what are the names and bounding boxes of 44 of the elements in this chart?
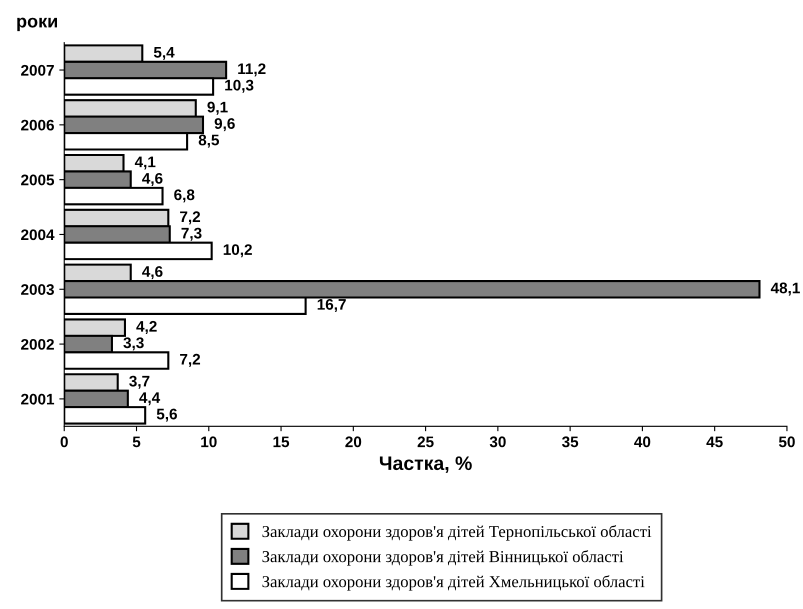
- y-tick-label: 2003: [21, 284, 54, 295]
- data-label: 9,6: [214, 118, 235, 132]
- legend-label: Заклади охорони здоров'я дітей Тернопільської області: [262, 525, 652, 541]
- data-label: 3,7: [129, 376, 150, 389]
- x-tick-label: 30: [490, 436, 506, 448]
- y-axis-title: роки: [17, 18, 58, 32]
- data-label: 4,4: [139, 392, 160, 406]
- data-label: 48,1: [770, 282, 800, 296]
- x-tick-label: 25: [418, 436, 434, 448]
- data-label: 10,3: [225, 80, 254, 93]
- x-tick-label: 5: [132, 436, 140, 448]
- x-tick-label: 40: [634, 436, 650, 448]
- data-label: 7,2: [180, 354, 200, 367]
- data-label: 11,2: [238, 63, 266, 76]
- data-label: 3,3: [123, 337, 144, 350]
- data-label: 16,7: [318, 299, 346, 312]
- data-label: 8,5: [198, 134, 220, 148]
- data-label: 5,6: [156, 408, 177, 422]
- x-tick-label: 15: [274, 436, 290, 448]
- data-label: 7,3: [182, 228, 202, 241]
- data-label: 10,2: [224, 244, 252, 258]
- x-tick-label: 10: [201, 436, 217, 448]
- y-tick-label: 2006: [21, 120, 54, 131]
- data-label: 4,1: [134, 156, 156, 170]
- data-label: 6,8: [174, 189, 194, 202]
- data-label: 4,6: [142, 266, 163, 280]
- x-tick-label: 20: [345, 436, 362, 448]
- y-tick-label: 2002: [21, 338, 54, 350]
- legend-label: Заклади охорони здоров'я дітей Хмельницької області: [262, 575, 645, 591]
- legend-label: Заклади охорони здоров'я дітей Вінницької області: [262, 550, 624, 566]
- y-tick-label: 2007: [21, 64, 54, 76]
- data-label: 9,1: [207, 102, 228, 115]
- y-tick-label: 2004: [21, 229, 54, 240]
- data-label: 7,2: [180, 211, 200, 224]
- data-label: 4,2: [136, 320, 157, 334]
- data-label: 4,6: [142, 172, 163, 186]
- data-label: 5,4: [154, 47, 175, 60]
- y-tick-label: 2005: [21, 174, 54, 186]
- x-axis-title: Частка, %: [380, 456, 472, 473]
- y-tick-label: 2001: [21, 394, 54, 405]
- x-tick-label: 45: [706, 436, 723, 448]
- x-tick-label: 0: [60, 436, 68, 448]
- x-tick-label: 35: [562, 436, 578, 448]
- x-tick-label: 50: [778, 436, 795, 448]
